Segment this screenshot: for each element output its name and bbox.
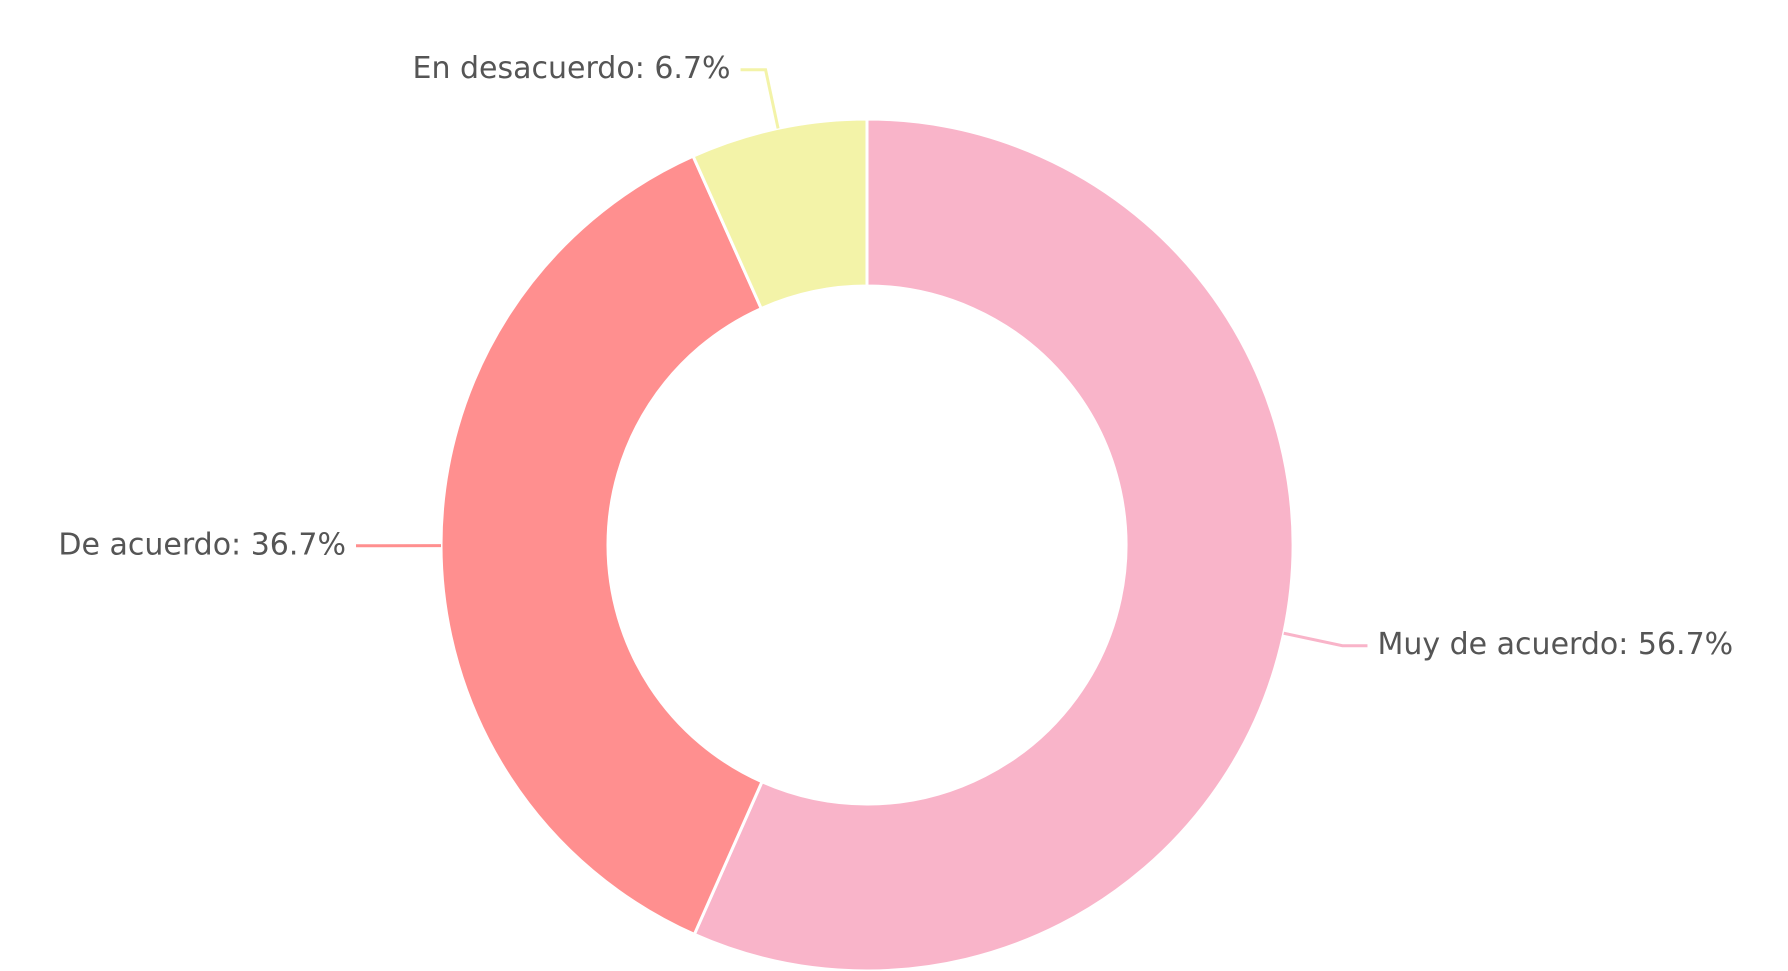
slice [692,117,1295,971]
connector [740,68,780,129]
data-label: Muy de acuerdo: 56.7% [1377,627,1733,662]
data-label: En desacuerdo: 6.7% [413,51,731,86]
slice [691,117,869,311]
connector [1283,631,1368,648]
slice [439,154,764,937]
data-label: De acuerdo: 36.7% [58,527,346,562]
